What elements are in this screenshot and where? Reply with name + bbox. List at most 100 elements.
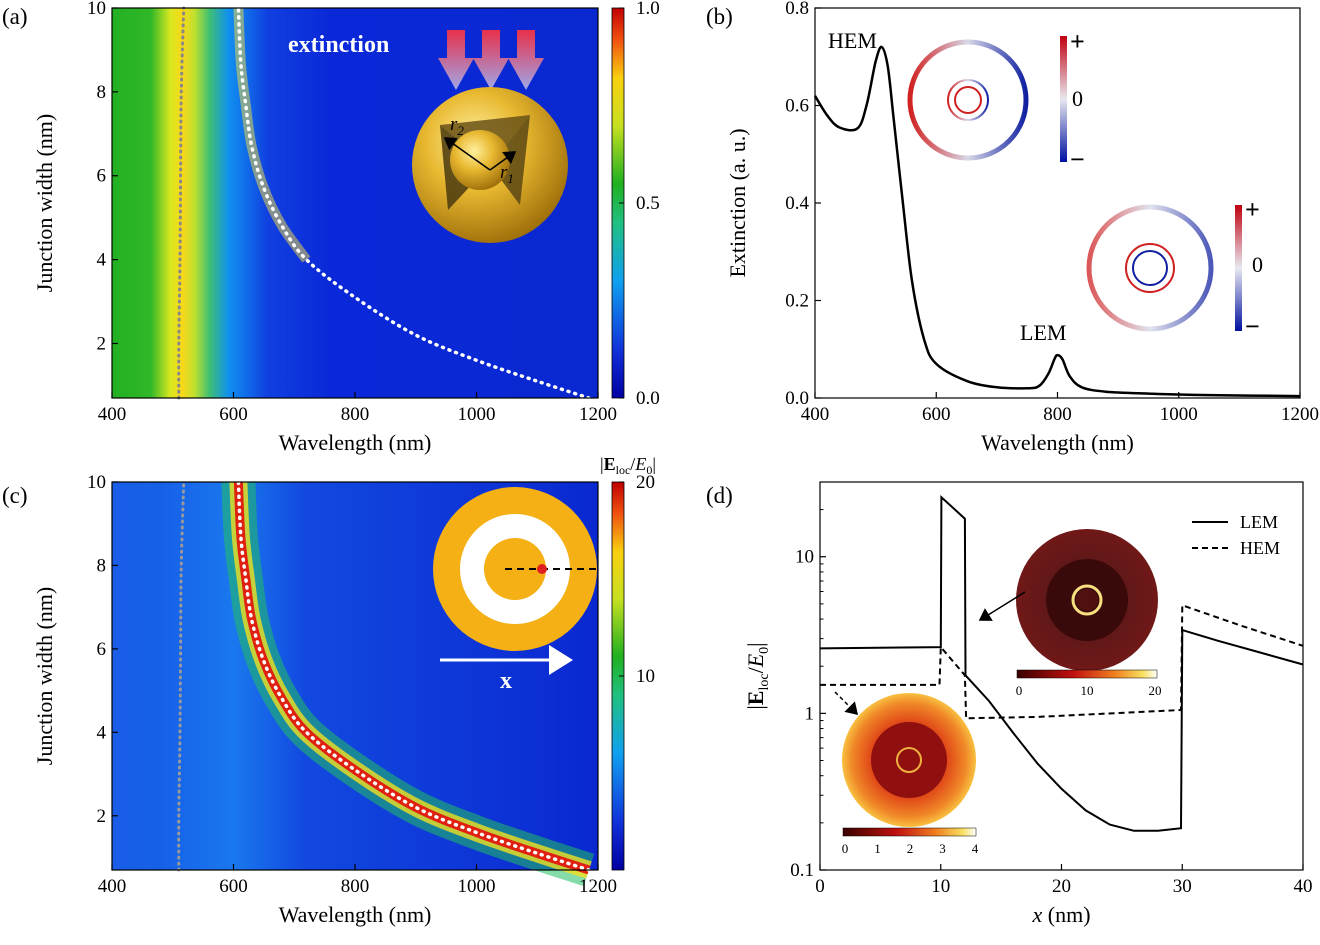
- x-tick-label: 600: [219, 404, 248, 425]
- panel-a-label: (a): [2, 4, 28, 29]
- y-tick-label: 10: [795, 547, 814, 568]
- x-direction-label: x: [500, 668, 512, 694]
- cross-section-icon: [433, 487, 598, 651]
- y-tick-label: 4: [97, 722, 107, 743]
- y-tick-label: 8: [97, 555, 107, 576]
- svg-text:−: −: [1070, 145, 1085, 174]
- svg-text:r1: r1: [500, 162, 514, 186]
- inset-colorbar-tick-label: 0: [842, 841, 849, 856]
- panel-a-hem-trace: [177, 6, 186, 400]
- panel-d-label: (d): [706, 483, 733, 508]
- x-tick-label: 1000: [458, 404, 496, 425]
- y-tick-label: 0.4: [785, 193, 809, 214]
- x-tick-label: 1000: [458, 876, 496, 897]
- x-tick-label: 40: [1294, 876, 1313, 897]
- y-tick-label: 0.1: [790, 860, 814, 881]
- x-axis-label: Wavelength (nm): [279, 430, 432, 455]
- x-tick-label: 600: [219, 876, 248, 897]
- extinction-label: extinction: [288, 32, 389, 58]
- panel-c-label: (c): [2, 483, 28, 508]
- y-tick-label: 6: [97, 166, 107, 187]
- inset-colorbar-tick-label: 2: [907, 841, 914, 856]
- y-tick-label: 10: [87, 0, 106, 19]
- hem-field-line: [820, 603, 1304, 720]
- lem-field-map-inset: 0 10 20: [978, 529, 1162, 698]
- y-tick-label: 8: [97, 82, 107, 103]
- inset-colorbar-tick-label: 10: [1081, 683, 1094, 698]
- x-tick-label: 1200: [1281, 404, 1319, 425]
- inset-colorbar-tick-label: 1: [874, 841, 881, 856]
- x-tick-label: 600: [922, 404, 951, 425]
- y-tick-label: 0.8: [785, 0, 809, 19]
- lem-annotation: LEM: [1020, 320, 1066, 345]
- x-tick-label: 0: [815, 876, 825, 897]
- core-shell-nanoparticle-icon: r2 r1: [412, 87, 568, 243]
- panel-b-frame: [814, 7, 1301, 399]
- x-tick-label: 400: [98, 404, 127, 425]
- panel-c-colorbar-title: |Eloc/E0|: [600, 454, 656, 477]
- y-axis-label: Extinction (a. u.): [725, 128, 750, 277]
- panel-b-axes: 400 600 800 1000 1200 0.0 0.2 0.4 0.6 0.8 Waveleng…: [725, 0, 1319, 455]
- y-tick-label: 6: [97, 639, 107, 660]
- inset-colorbar-tick-label: 4: [972, 841, 979, 856]
- x-tick-label: 1000: [1160, 404, 1198, 425]
- hem-annotation: HEM: [828, 28, 877, 53]
- hem-field-inset: + 0 −: [907, 27, 1085, 174]
- x-tick-label: 400: [98, 876, 127, 897]
- panel-b: (b) 400 600 800 1000 1200 0.0 0.2 0.4 0.6 0.8 Wave…: [706, 0, 1319, 455]
- legend-label: HEM: [1240, 538, 1280, 558]
- svg-text:r2: r2: [450, 114, 464, 138]
- x-tick-label: 800: [1043, 404, 1072, 425]
- y-tick-label: 0.6: [785, 96, 809, 117]
- inset-colorbar-tick-label: 0: [1016, 683, 1023, 698]
- svg-text:+: +: [1245, 195, 1260, 224]
- panel-b-extinction-line: [813, 45, 1301, 398]
- colorbar-tick-label: 10: [636, 666, 655, 687]
- colorbar-tick-label: 0.0: [636, 388, 660, 409]
- colorbar-tick-label: 20: [636, 472, 655, 493]
- x-axis-label: x (nm): [1031, 902, 1090, 927]
- incident-arrows-icon: [438, 30, 544, 90]
- hem-field-map-inset: 0 1 2 3 4: [834, 691, 979, 856]
- lem-field-inset: + 0 −: [1086, 195, 1263, 341]
- x-axis-label: Wavelength (nm): [279, 902, 432, 927]
- colorbar-tick-label: 0.5: [636, 193, 660, 214]
- panel-c-colorbar-ticks: 10 20: [619, 472, 655, 687]
- panel-c: (c) 400 600 800 1000 1200 2 4 6 8 10 Wavelength (n…: [2, 454, 656, 927]
- y-tick-label: 10: [87, 472, 106, 493]
- panel-b-label: (b): [706, 4, 733, 29]
- y-tick-label: 4: [97, 250, 107, 271]
- x-tick-label: 30: [1173, 876, 1192, 897]
- x-tick-label: 10: [931, 876, 950, 897]
- panel-c-axes: 400 600 800 1000 1200 2 4 6 8 10 Wavelength (nm) Ju…: [32, 472, 617, 927]
- panel-a-axes: 400 600 800 1000 1200 2 4 6 8 10 Wavelength (nm) Ju…: [32, 0, 617, 455]
- lem-field-line: [819, 494, 1304, 832]
- panel-c-hem-trace: [177, 480, 186, 872]
- y-tick-label: 2: [97, 806, 107, 827]
- panel-d-legend: LEM HEM: [1192, 512, 1280, 558]
- legend-label: LEM: [1240, 512, 1278, 532]
- y-tick-label: 0.2: [785, 291, 809, 312]
- y-tick-label: 0.0: [785, 388, 809, 409]
- y-axis-label: |Eloc/E0|: [743, 642, 772, 709]
- inset-colorbar-tick-label: 3: [939, 841, 946, 856]
- x-tick-label: 20: [1052, 876, 1071, 897]
- svg-text:0: 0: [1072, 86, 1083, 111]
- svg-text:−: −: [1245, 312, 1260, 341]
- panel-a: (a) 400 600 800 1000 1200 2 4 6 8 10 Wavelength (n…: [2, 0, 660, 455]
- y-axis-label: Junction width (nm): [32, 114, 57, 292]
- x-tick-label: 800: [341, 404, 370, 425]
- x-tick-label: 800: [341, 876, 370, 897]
- x-tick-label: 1200: [579, 876, 617, 897]
- x-tick-label: 1200: [579, 404, 617, 425]
- y-tick-label: 1: [805, 703, 815, 724]
- y-axis-label: Junction width (nm): [32, 587, 57, 765]
- x-axis-label: Wavelength (nm): [981, 430, 1134, 455]
- svg-text:0: 0: [1252, 252, 1263, 277]
- colorbar-tick-label: 1.0: [636, 0, 660, 19]
- y-tick-label: 2: [97, 333, 107, 354]
- svg-text:+: +: [1070, 27, 1085, 56]
